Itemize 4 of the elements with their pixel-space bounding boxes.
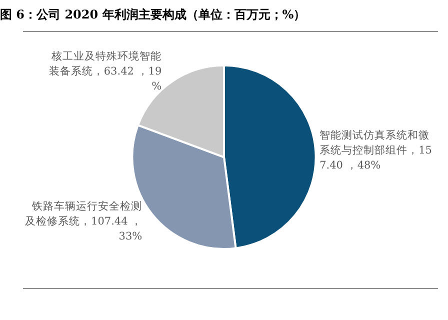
chart-title: 图 6：公司 2020 年利润主要构成（单位：百万元；%） xyxy=(0,7,306,22)
slice-label: 智能测试仿真系统和微系统与控制部组件，157.40 ，48% xyxy=(320,128,432,172)
slice-label: 铁路车辆运行安全检测及检修系统，107.44 ，33% xyxy=(25,200,142,243)
slice-label: 核工业及特殊环境智能装备系统，63.42 ，19% xyxy=(48,50,162,93)
